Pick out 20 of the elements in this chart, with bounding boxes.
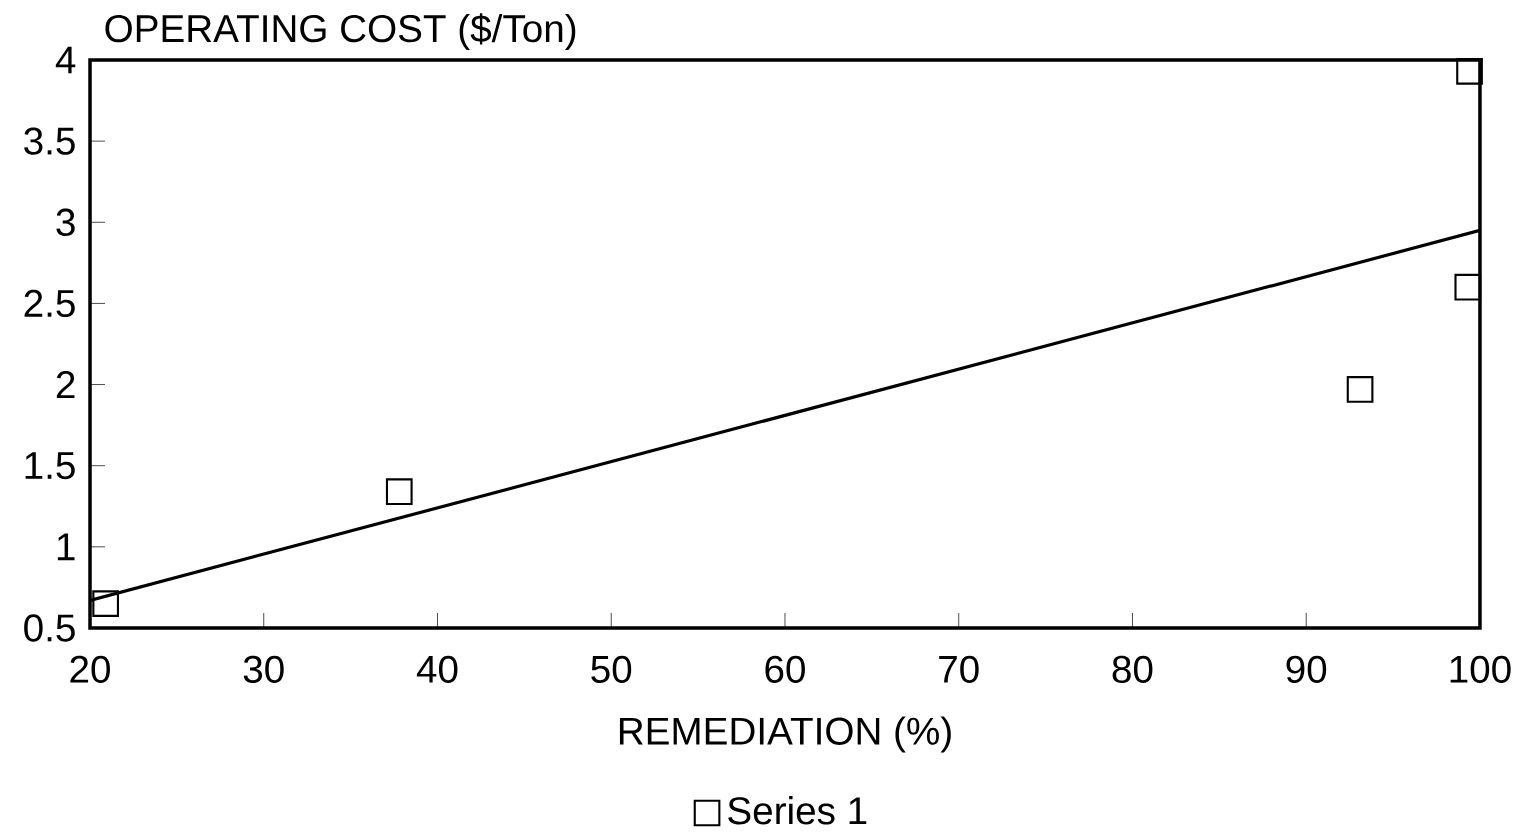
- x-tick-label: 50: [591, 655, 632, 684]
- x-tick-label: 40: [416, 655, 458, 684]
- y-tick-label: 3.5: [24, 127, 75, 155]
- x-axis-title: REMEDIATION (%): [619, 716, 951, 753]
- x-tick-label: 20: [70, 655, 110, 684]
- x-tick-label: 100: [1450, 655, 1511, 684]
- y-tick-label: 2.5: [24, 289, 75, 318]
- y-tick-label: 2: [56, 371, 75, 399]
- legend-label: Series 1: [728, 796, 867, 825]
- y-tick-label: 1.5: [25, 452, 75, 480]
- y-axis-title: OPERATING COST ($/Ton): [105, 13, 576, 50]
- x-tick-label: 80: [1112, 655, 1153, 684]
- y-tick-label: 4: [55, 46, 76, 74]
- y-tick-label: 1: [57, 533, 75, 561]
- y-tick-label: 3: [56, 208, 75, 236]
- x-tick-label: 70: [939, 655, 979, 684]
- y-tick-label: 0.5: [24, 614, 75, 642]
- x-tick-label: 90: [1286, 655, 1327, 684]
- x-tick-label: 60: [765, 655, 805, 684]
- x-tick-label: 30: [243, 655, 284, 684]
